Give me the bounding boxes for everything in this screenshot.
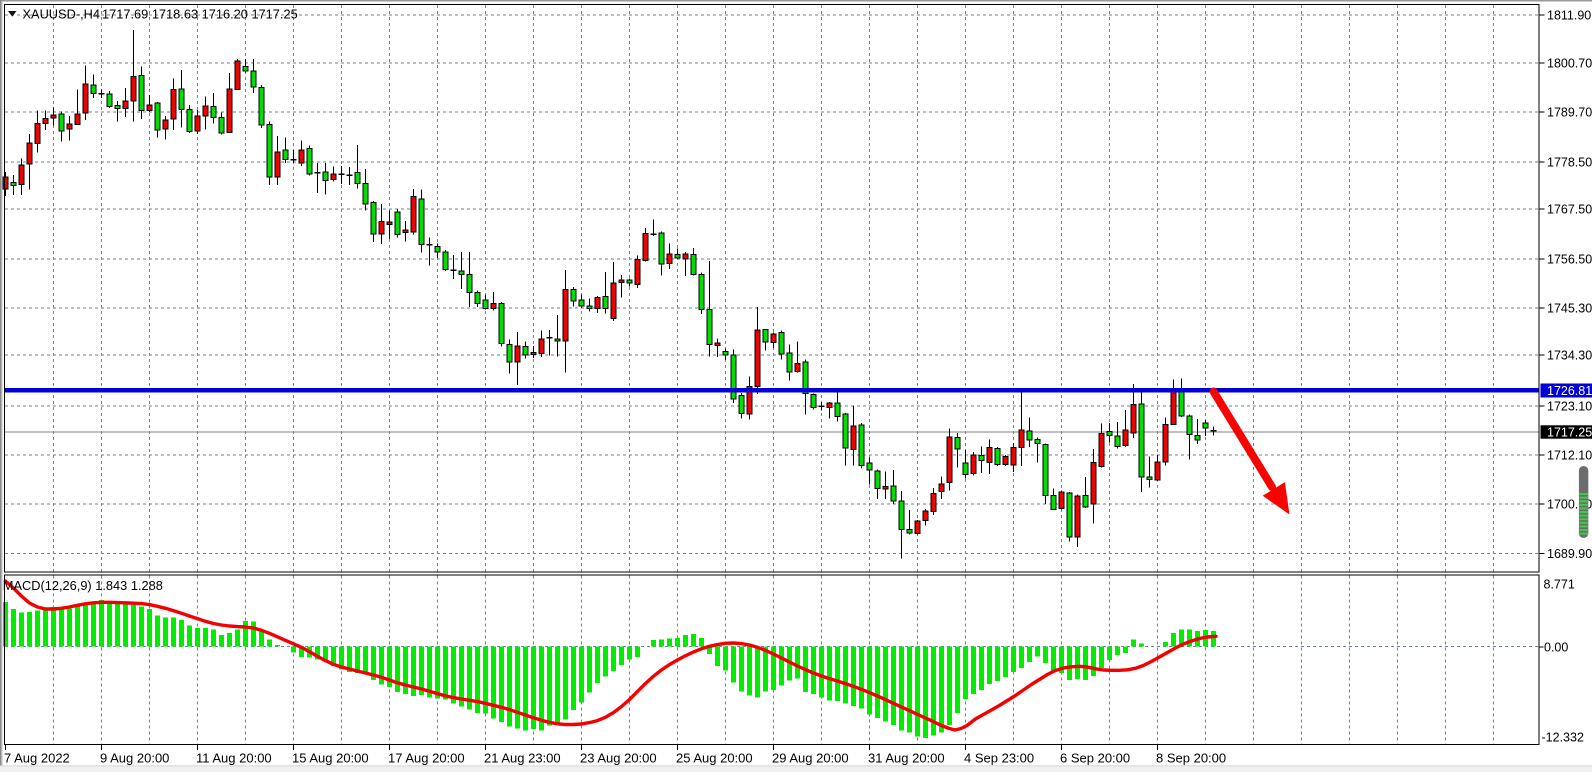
svg-text:9 Aug 20:00: 9 Aug 20:00 (100, 750, 169, 765)
svg-text:1811.90: 1811.90 (1547, 9, 1591, 23)
svg-text:17 Aug 20:00: 17 Aug 20:00 (388, 750, 465, 765)
svg-text:23 Aug 20:00: 23 Aug 20:00 (580, 750, 657, 765)
svg-text:1789.70: 1789.70 (1547, 106, 1592, 120)
svg-text:0.00: 0.00 (1544, 641, 1568, 655)
svg-text:1717.69 1718.63 1716.20 1717.2: 1717.69 1718.63 1716.20 1717.25 (102, 7, 298, 22)
svg-text:1778.50: 1778.50 (1547, 156, 1592, 170)
svg-text:8 Sep 20:00: 8 Sep 20:00 (1156, 750, 1226, 765)
svg-text:21 Aug 23:00: 21 Aug 23:00 (484, 750, 561, 765)
svg-text:29 Aug 20:00: 29 Aug 20:00 (772, 750, 849, 765)
svg-text:XAUUSD-,H4: XAUUSD-,H4 (23, 7, 101, 22)
svg-text:8.771: 8.771 (1544, 578, 1575, 592)
svg-text:1717.25: 1717.25 (1547, 425, 1592, 439)
svg-text:1723.10: 1723.10 (1547, 400, 1592, 414)
svg-text:4 Sep 23:00: 4 Sep 23:00 (964, 750, 1034, 765)
svg-text:-12.332: -12.332 (1542, 731, 1584, 745)
svg-text:1767.50: 1767.50 (1547, 203, 1592, 217)
svg-text:MACD(12,26,9) 1.843 1.288: MACD(12,26,9) 1.843 1.288 (3, 578, 163, 593)
svg-text:1756.50: 1756.50 (1547, 253, 1592, 267)
svg-text:15 Aug 20:00: 15 Aug 20:00 (292, 750, 369, 765)
svg-text:11 Aug 20:00: 11 Aug 20:00 (196, 750, 272, 765)
svg-text:1734.30: 1734.30 (1547, 349, 1592, 363)
svg-text:7 Aug 2022: 7 Aug 2022 (4, 750, 70, 765)
svg-text:31 Aug 20:00: 31 Aug 20:00 (868, 750, 945, 765)
svg-text:25 Aug 20:00: 25 Aug 20:00 (676, 750, 753, 765)
svg-text:1726.81: 1726.81 (1547, 384, 1592, 398)
svg-text:1712.10: 1712.10 (1547, 449, 1592, 463)
svg-text:1689.90: 1689.90 (1547, 547, 1592, 561)
svg-text:6 Sep 20:00: 6 Sep 20:00 (1060, 750, 1130, 765)
svg-text:1745.30: 1745.30 (1547, 302, 1592, 316)
svg-text:1800.70: 1800.70 (1547, 57, 1592, 71)
